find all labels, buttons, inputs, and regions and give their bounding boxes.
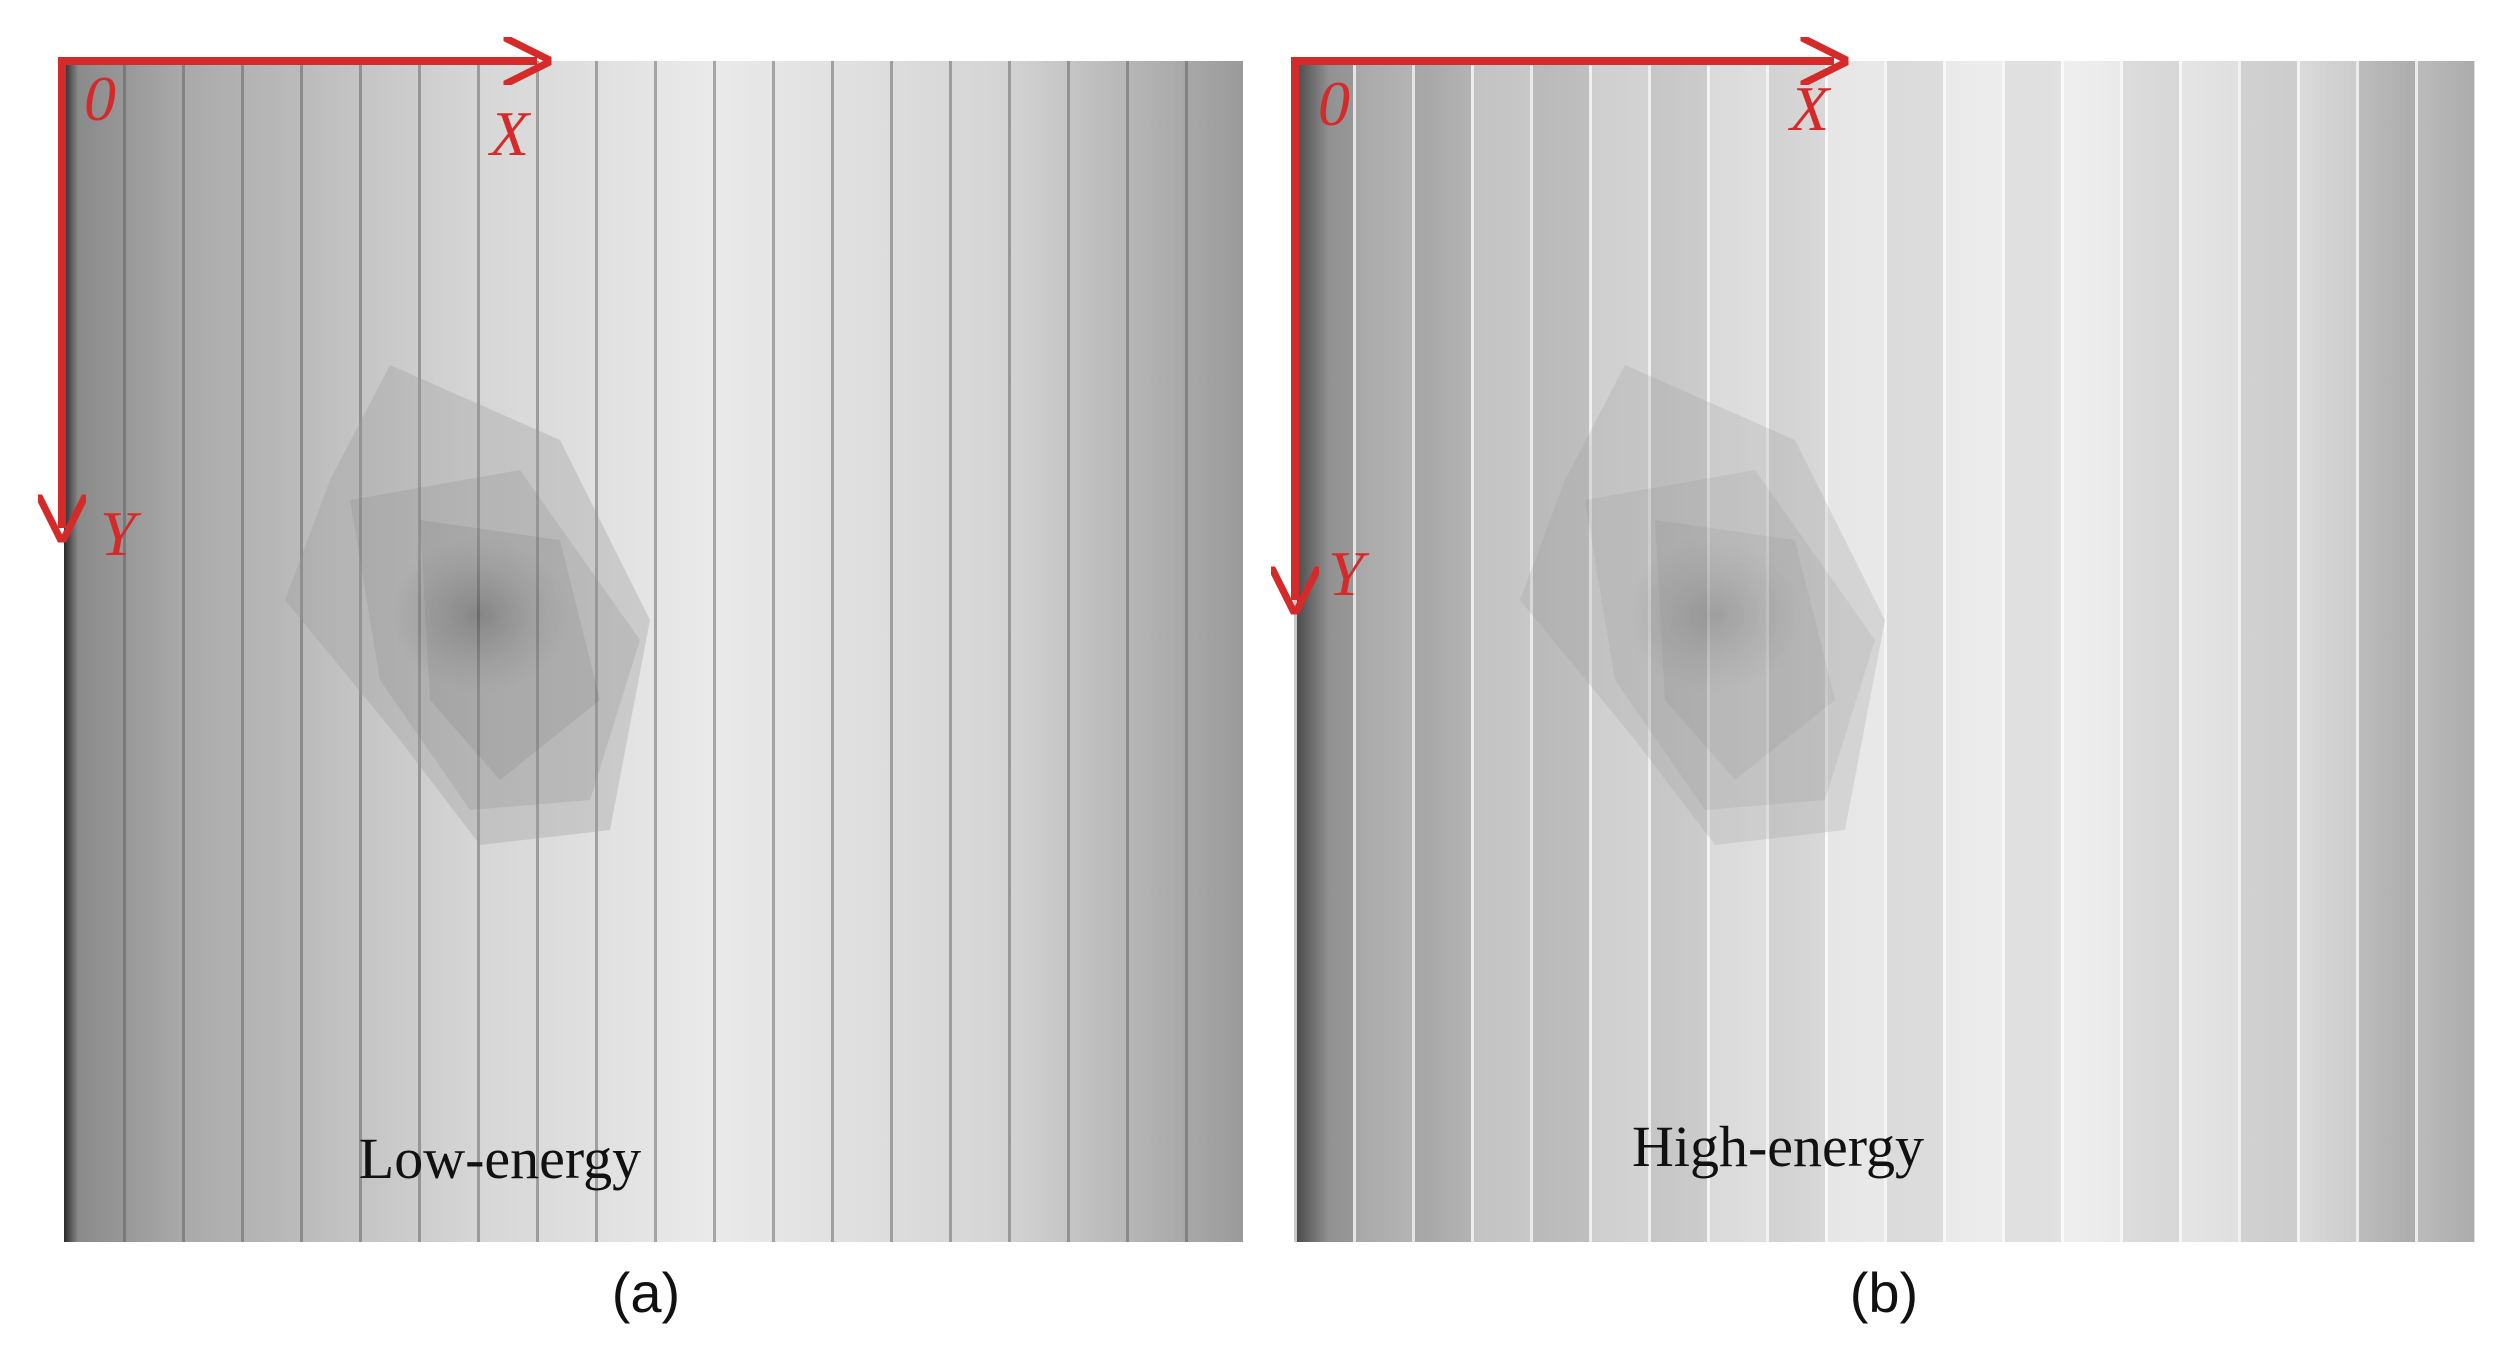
- stripe: [713, 61, 716, 1242]
- stripe: [1412, 61, 1471, 1242]
- stripe: [654, 61, 657, 1242]
- caption: (a): [612, 1261, 680, 1324]
- stripe: [1412, 61, 1415, 1242]
- stripe: [949, 61, 952, 1242]
- stripe: [2179, 61, 2182, 1242]
- origin-label: 0: [1318, 68, 1350, 139]
- stripe: [2297, 61, 2356, 1242]
- y-axis-label: Y: [100, 498, 142, 569]
- stripe: [2297, 61, 2300, 1242]
- stripe: [1353, 61, 1412, 1242]
- stripe: [1825, 61, 1828, 1242]
- stripe: [2238, 61, 2297, 1242]
- caption: (b): [1850, 1261, 1918, 1324]
- stripe: [2002, 61, 2061, 1242]
- image-label: Low-energy: [359, 1126, 641, 1191]
- detector-stripes: [1294, 61, 2477, 1242]
- stripe: [300, 61, 303, 1242]
- object: [285, 365, 650, 845]
- stripe: [2002, 61, 2005, 1242]
- stripe: [123, 61, 126, 1242]
- stripe: [1471, 61, 1474, 1242]
- stripe: [2356, 61, 2415, 1242]
- stripe: [1943, 61, 1946, 1242]
- stripe: [1530, 61, 1533, 1242]
- stripe: [1067, 61, 1070, 1242]
- stripe: [1294, 61, 1297, 1242]
- image-label: High-energy: [1632, 1114, 1924, 1179]
- stripe: [1008, 61, 1011, 1242]
- stripe: [1126, 61, 1129, 1242]
- stripe: [1353, 61, 1356, 1242]
- stripe: [2120, 61, 2123, 1242]
- stripe: [1825, 61, 1884, 1242]
- stripe: [2061, 61, 2064, 1242]
- stripe: [1884, 61, 1887, 1242]
- y-axis-label: Y: [1328, 538, 1370, 609]
- stripe: [359, 61, 362, 1242]
- stripe: [1185, 61, 1188, 1242]
- stripe: [1589, 61, 1592, 1242]
- stripe: [1530, 61, 1589, 1242]
- panel-high-energy: 0 X Y High-energy (b): [1291, 61, 2477, 1324]
- stripe: [1471, 61, 1530, 1242]
- object: [1520, 365, 1885, 845]
- stripe: [241, 61, 244, 1242]
- stripe: [2415, 61, 2418, 1242]
- stripe: [1943, 61, 2002, 1242]
- panel-low-energy: 0 X Y Low-energy (a): [58, 61, 1243, 1324]
- origin-label: 0: [84, 63, 116, 134]
- stripe: [890, 61, 893, 1242]
- stripe: [2474, 61, 2477, 1242]
- stripe: [772, 61, 775, 1242]
- stripe: [595, 61, 598, 1242]
- stripe: [2415, 61, 2474, 1242]
- stripe: [2120, 61, 2179, 1242]
- stripe: [1884, 61, 1943, 1242]
- stripe: [1294, 61, 1353, 1242]
- stripe: [831, 61, 834, 1242]
- stripe: [2179, 61, 2238, 1242]
- stripe: [2238, 61, 2241, 1242]
- stripe: [182, 61, 185, 1242]
- x-axis-label: X: [487, 98, 532, 169]
- xray-image: [64, 61, 1243, 1242]
- stripe: [2356, 61, 2359, 1242]
- stripe: [2061, 61, 2120, 1242]
- x-axis-label: X: [1787, 73, 1832, 144]
